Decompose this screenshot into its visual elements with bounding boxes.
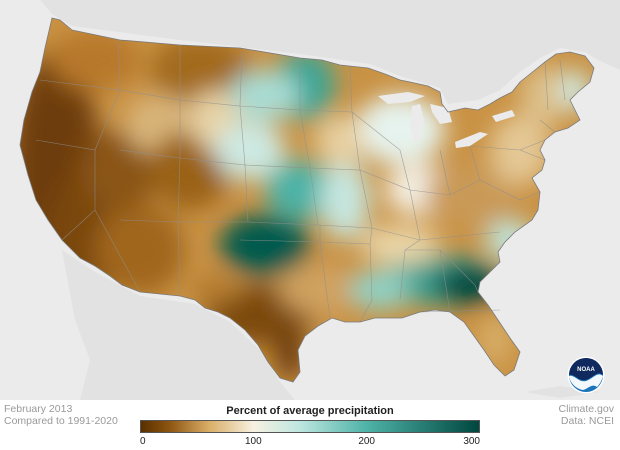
cuba-landmass xyxy=(525,386,600,398)
great-lakes xyxy=(378,92,515,148)
noaa-logo: NOAA xyxy=(567,356,605,394)
legend-title: Percent of average precipitation xyxy=(226,405,394,417)
legend-color-bar xyxy=(140,420,480,433)
noaa-logo-text: NOAA xyxy=(577,367,595,373)
legend-tick-label: 0 xyxy=(140,436,146,447)
credit-data: Data: NCEI xyxy=(560,415,614,427)
credit-caption: Climate.gov Data: NCEI xyxy=(559,403,614,427)
mexico-landmass xyxy=(62,250,295,400)
credit-source: Climate.gov xyxy=(558,403,614,415)
canada-landmass xyxy=(0,0,620,104)
legend-tick-label: 100 xyxy=(244,436,262,447)
state-boundaries xyxy=(35,39,566,323)
date-caption: February 2013 Compared to 1991-2020 xyxy=(4,403,118,427)
date-month: February 2013 xyxy=(4,403,73,415)
precipitation-map xyxy=(0,0,620,400)
date-baseline: Compared to 1991-2020 xyxy=(4,415,118,427)
legend-tick-label: 200 xyxy=(358,436,375,447)
legend-tick-label: 300 xyxy=(463,436,480,447)
